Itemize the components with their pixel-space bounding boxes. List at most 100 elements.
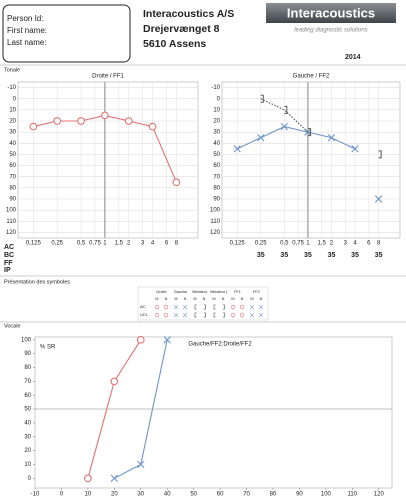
marker-x — [374, 195, 383, 203]
marker — [29, 122, 38, 131]
marker — [163, 336, 171, 344]
glyph — [258, 304, 264, 310]
symbols-subcolumn: N — [241, 297, 244, 301]
y-tick-label: 60 — [9, 163, 16, 169]
marker — [84, 474, 92, 483]
symbol-glyph — [203, 304, 206, 311]
symbol-glyph — [249, 304, 255, 311]
x-tick-label: 4 — [353, 241, 357, 247]
masking-level: 35 — [375, 252, 383, 259]
x-tick-label: 0,25 — [255, 241, 267, 247]
symbol-glyph — [182, 312, 188, 319]
marker — [260, 94, 264, 103]
y-tick-label: 0 — [217, 96, 221, 102]
y-tick-label: 50 — [213, 152, 220, 158]
marker-circle — [84, 474, 92, 483]
y-tick-label: -10 — [7, 85, 16, 91]
symbols-label: Présentation des symboles — [4, 279, 70, 285]
glyph — [223, 304, 225, 310]
y-tick-label: 50 — [24, 407, 31, 413]
tonal-label: Tonale — [4, 67, 20, 73]
marker-x — [110, 474, 119, 482]
x-tick-label: 110 — [348, 492, 358, 498]
row-label: FF — [4, 260, 13, 267]
y-tick-label: 0 — [13, 96, 17, 102]
x-tick-label: 6 — [367, 241, 371, 247]
series-line — [261, 99, 379, 155]
marker — [378, 150, 382, 159]
glyph — [154, 312, 160, 318]
glyph — [230, 304, 236, 310]
y-tick-label: 90 — [24, 351, 31, 357]
marker-circle — [136, 335, 145, 344]
x-tick-label: -10 — [31, 492, 40, 498]
first-name-label: First name: — [7, 26, 47, 35]
person-box — [2, 4, 131, 63]
symbol-glyph — [230, 304, 236, 311]
marker — [124, 117, 133, 125]
symbols-frame — [137, 286, 269, 321]
marker — [257, 134, 265, 142]
symbols-subcolumn: N — [222, 297, 225, 301]
marker-bracket — [260, 94, 264, 103]
marker — [327, 134, 336, 142]
masking-level: 35 — [304, 252, 312, 259]
marker-x — [137, 460, 145, 469]
y-tick-label: 100 — [21, 337, 32, 343]
x-tick-label: 8 — [377, 241, 381, 247]
marker — [137, 460, 145, 469]
y-tick-label: 30 — [213, 130, 220, 136]
logo-banner — [266, 3, 396, 23]
marker-circle — [77, 117, 85, 125]
symbols-column: Droite — [156, 290, 166, 294]
y-tick-label: 80 — [9, 185, 16, 191]
symbols-subcolumn: N — [184, 297, 187, 301]
y-tick-label: 30 — [9, 130, 16, 136]
symbols-subcolumn: N — [203, 297, 206, 301]
symbol-glyph — [213, 312, 216, 319]
row-label: BC — [4, 252, 14, 259]
symbol-glyph — [163, 312, 169, 319]
y-tick-label: 60 — [213, 163, 220, 169]
x-tick-label: 0,75 — [292, 241, 304, 247]
masking-level: 35 — [328, 252, 336, 259]
marker-circle — [110, 377, 119, 386]
symbol-glyph — [154, 304, 160, 311]
y-tick-label: 70 — [213, 174, 220, 180]
symbols-column: Vibrateur — [192, 290, 208, 294]
y-tick-label: 20 — [9, 119, 16, 125]
y-tick-label: 10 — [9, 107, 16, 113]
company-street: Drejervænget 8 — [143, 23, 220, 35]
x-tick-label: 0,125 — [26, 241, 42, 247]
series-line — [236, 125, 356, 150]
x-tick-label: 1 — [306, 241, 310, 247]
y-tick-label: 0 — [28, 476, 32, 482]
x-tick-label: 20 — [111, 492, 118, 498]
marker-circle — [148, 122, 157, 131]
symbols-subcolumn: N — [260, 297, 263, 301]
y-tick-label: 120 — [210, 230, 221, 236]
y-tick-label: 30 — [24, 434, 31, 440]
symbol-glyph — [173, 312, 179, 319]
marker-x — [351, 145, 359, 153]
x-tick-label: 3 — [344, 241, 348, 247]
symbol-glyph — [213, 304, 216, 311]
marker — [53, 117, 62, 125]
marker-x — [280, 122, 289, 131]
glyph — [182, 304, 188, 310]
glyph — [182, 312, 188, 318]
marker-circle — [172, 178, 181, 187]
glyph — [204, 312, 206, 318]
glyph — [204, 304, 206, 310]
x-tick-label: 3 — [141, 241, 145, 247]
x-tick-label: 1,5 — [318, 241, 327, 247]
y-axis-label: % SR — [40, 345, 56, 351]
glyph — [163, 304, 169, 310]
y-tick-label: 40 — [9, 141, 16, 147]
symbols-subcolumn: M — [231, 297, 234, 301]
glyph — [230, 312, 236, 318]
x-tick-label: 1 — [103, 241, 107, 247]
y-tick-label: 20 — [213, 119, 220, 125]
marker — [284, 105, 288, 114]
